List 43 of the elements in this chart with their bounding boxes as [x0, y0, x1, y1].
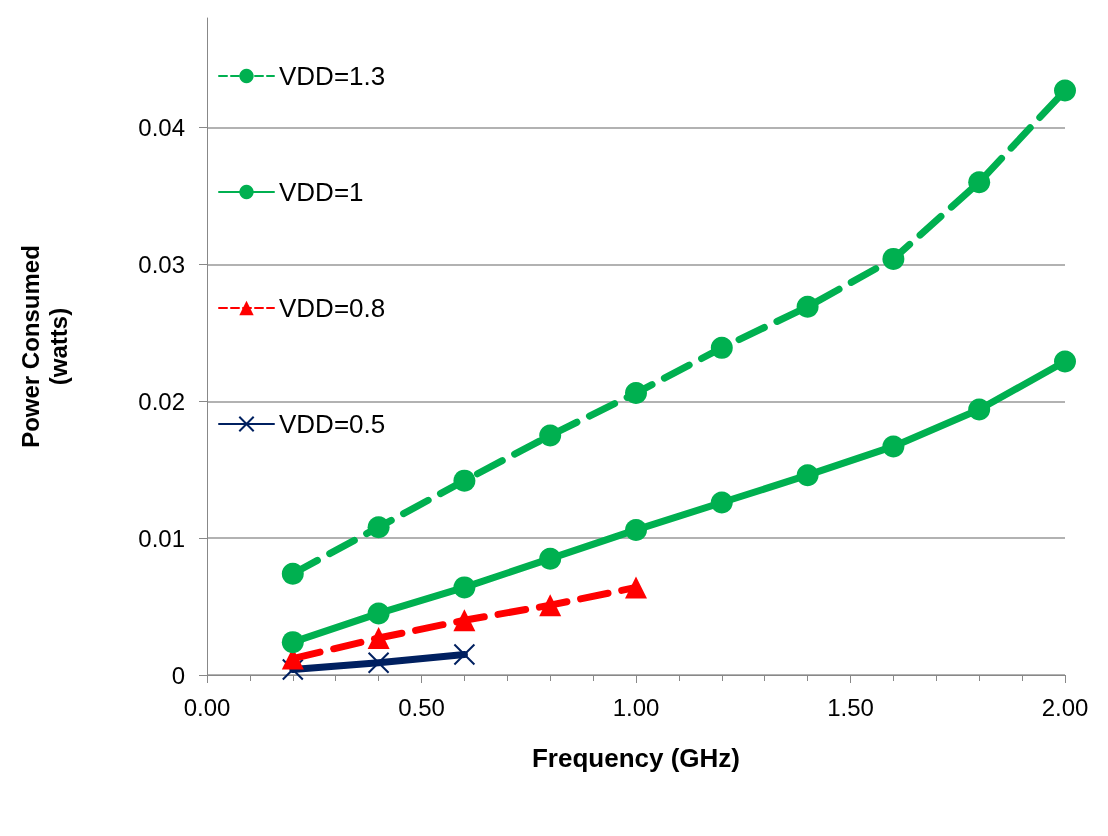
legend-label: VDD=1 [279, 177, 364, 207]
x-axis-title: Frequency (GHz) [531, 743, 741, 773]
y-tick-label: 0.04 [138, 114, 185, 141]
point [367, 627, 390, 650]
point [882, 435, 905, 458]
y-tick-label: 0.03 [138, 250, 185, 278]
point [625, 518, 647, 541]
point [968, 398, 991, 421]
point [281, 562, 304, 585]
legend-label: VDD=0.8 [279, 293, 386, 323]
point [710, 491, 733, 514]
point [625, 576, 647, 599]
y-tick-label: 0 [171, 661, 185, 689]
point [453, 609, 476, 632]
point [367, 602, 390, 625]
point [453, 576, 476, 599]
y-axis-title: Power Consumed (watts) [16, 245, 72, 448]
legend-label: VDD=0.5 [279, 409, 386, 439]
legend-label: VDD=1.3 [279, 61, 386, 91]
x-tick-label: 1.00 [612, 693, 660, 721]
point [367, 651, 390, 674]
x-tick-label: 0.00 [183, 693, 231, 721]
point [539, 594, 562, 617]
point [710, 336, 733, 359]
point [453, 643, 476, 666]
point [796, 464, 819, 487]
point [453, 469, 476, 492]
point [1054, 350, 1076, 373]
x-tick-label: 1.50 [827, 693, 874, 721]
point [968, 171, 991, 194]
point [539, 424, 562, 447]
y-tick-label: 0.01 [138, 524, 185, 552]
point [539, 547, 562, 570]
x-tick-label: 0.50 [398, 693, 445, 721]
x-tick-label: 2.00 [1041, 693, 1089, 721]
point [625, 382, 647, 405]
point [281, 658, 304, 681]
point [796, 295, 819, 318]
point [367, 516, 390, 539]
point [1054, 79, 1076, 102]
y-tick-label: 0.02 [138, 387, 185, 415]
point [882, 247, 905, 270]
point [281, 631, 304, 654]
